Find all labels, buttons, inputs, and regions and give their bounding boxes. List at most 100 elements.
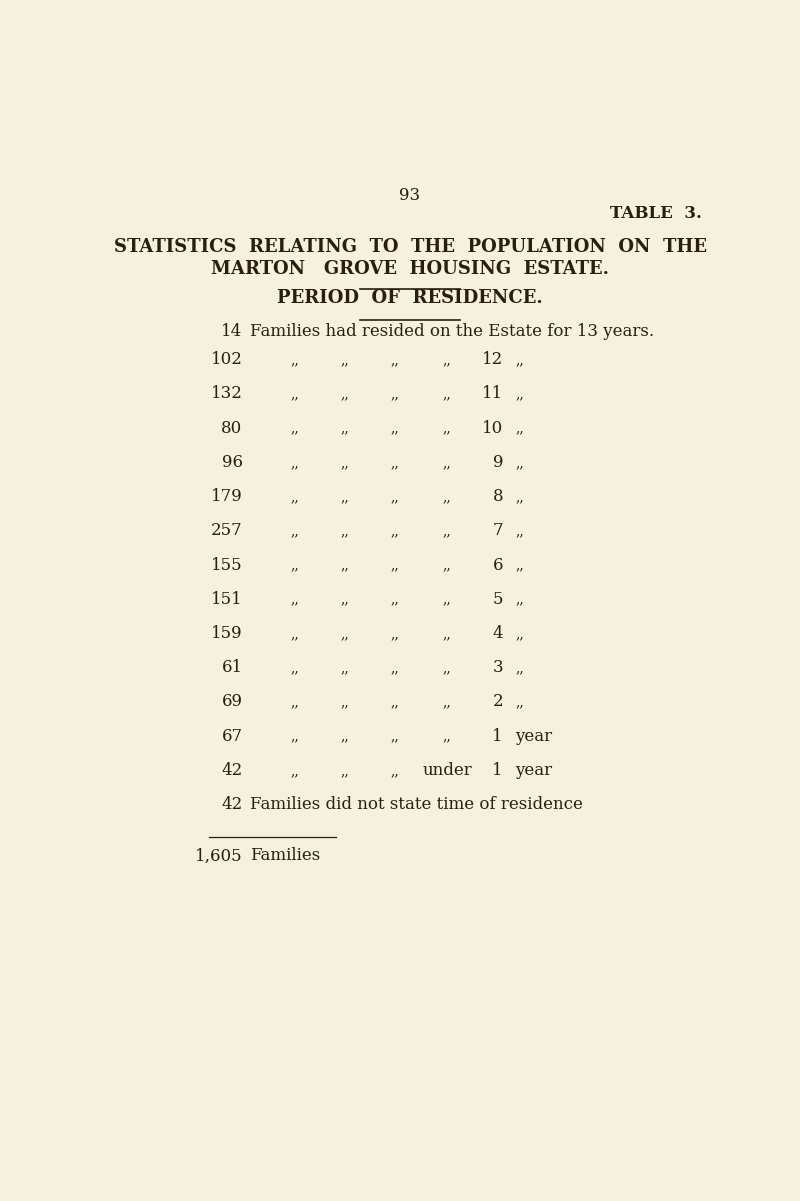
- Text: 61: 61: [222, 659, 242, 676]
- Text: 159: 159: [211, 625, 242, 643]
- Text: ,,: ,,: [291, 388, 300, 401]
- Text: 9: 9: [493, 454, 503, 471]
- Text: 151: 151: [211, 591, 242, 608]
- Text: ,,: ,,: [515, 593, 524, 607]
- Text: ,,: ,,: [390, 422, 399, 436]
- Text: 42: 42: [222, 796, 242, 813]
- Text: Families: Families: [250, 848, 320, 865]
- Text: ,,: ,,: [443, 456, 451, 470]
- Text: ,,: ,,: [341, 456, 350, 470]
- Text: ,,: ,,: [515, 695, 524, 710]
- Text: 1,605: 1,605: [195, 848, 242, 865]
- Text: 5: 5: [493, 591, 503, 608]
- Text: TABLE  3.: TABLE 3.: [610, 205, 702, 222]
- Text: 257: 257: [211, 522, 242, 539]
- Text: ,,: ,,: [291, 627, 300, 641]
- Text: ,,: ,,: [443, 525, 451, 538]
- Text: 6: 6: [493, 556, 503, 574]
- Text: ,,: ,,: [515, 558, 524, 573]
- Text: 11: 11: [482, 386, 503, 402]
- Text: ,,: ,,: [341, 662, 350, 675]
- Text: ,,: ,,: [341, 490, 350, 504]
- Text: ,,: ,,: [515, 353, 524, 368]
- Text: ,,: ,,: [341, 593, 350, 607]
- Text: ,,: ,,: [443, 695, 451, 710]
- Text: ,,: ,,: [443, 558, 451, 573]
- Text: ,,: ,,: [341, 525, 350, 538]
- Text: ,,: ,,: [291, 525, 300, 538]
- Text: 1: 1: [492, 728, 503, 745]
- Text: ,,: ,,: [291, 695, 300, 710]
- Text: ,,: ,,: [390, 729, 399, 743]
- Text: ,,: ,,: [291, 593, 300, 607]
- Text: ,,: ,,: [443, 388, 451, 401]
- Text: MARTON   GROVE  HOUSING  ESTATE.: MARTON GROVE HOUSING ESTATE.: [211, 259, 609, 277]
- Text: ,,: ,,: [390, 525, 399, 538]
- Text: ,,: ,,: [515, 662, 524, 675]
- Text: PERIOD  OF  RESIDENCE.: PERIOD OF RESIDENCE.: [277, 289, 543, 307]
- Text: ,,: ,,: [291, 353, 300, 368]
- Text: ,,: ,,: [443, 593, 451, 607]
- Text: year: year: [515, 761, 553, 778]
- Text: ,,: ,,: [390, 353, 399, 368]
- Text: ,,: ,,: [291, 456, 300, 470]
- Text: 4: 4: [492, 625, 503, 643]
- Text: 2: 2: [492, 693, 503, 710]
- Text: ,,: ,,: [291, 490, 300, 504]
- Text: ,,: ,,: [341, 764, 350, 778]
- Text: under: under: [422, 761, 472, 778]
- Text: ,,: ,,: [515, 422, 524, 436]
- Text: ,,: ,,: [443, 627, 451, 641]
- Text: 93: 93: [399, 186, 421, 204]
- Text: ,,: ,,: [291, 422, 300, 436]
- Text: 155: 155: [211, 556, 242, 574]
- Text: ,,: ,,: [341, 627, 350, 641]
- Text: ,,: ,,: [443, 490, 451, 504]
- Text: ,,: ,,: [390, 627, 399, 641]
- Text: ,,: ,,: [443, 662, 451, 675]
- Text: 96: 96: [222, 454, 242, 471]
- Text: ,,: ,,: [390, 695, 399, 710]
- Text: ,,: ,,: [291, 764, 300, 778]
- Text: 3: 3: [492, 659, 503, 676]
- Text: ,,: ,,: [390, 388, 399, 401]
- Text: ,,: ,,: [341, 695, 350, 710]
- Text: ,,: ,,: [341, 388, 350, 401]
- Text: ,,: ,,: [515, 388, 524, 401]
- Text: ,,: ,,: [341, 558, 350, 573]
- Text: ,,: ,,: [390, 490, 399, 504]
- Text: ,,: ,,: [443, 729, 451, 743]
- Text: ,,: ,,: [291, 558, 300, 573]
- Text: 179: 179: [211, 488, 242, 506]
- Text: Families did not state time of residence: Families did not state time of residence: [250, 796, 583, 813]
- Text: 12: 12: [482, 351, 503, 369]
- Text: ,,: ,,: [341, 729, 350, 743]
- Text: 1: 1: [492, 761, 503, 778]
- Text: ,,: ,,: [515, 490, 524, 504]
- Text: STATISTICS  RELATING  TO  THE  POPULATION  ON  THE: STATISTICS RELATING TO THE POPULATION ON…: [114, 238, 706, 256]
- Text: 67: 67: [222, 728, 242, 745]
- Text: ,,: ,,: [390, 764, 399, 778]
- Text: ,,: ,,: [515, 456, 524, 470]
- Text: ,,: ,,: [291, 729, 300, 743]
- Text: Families had resided on the Estate for 13 years.: Families had resided on the Estate for 1…: [250, 323, 654, 340]
- Text: ,,: ,,: [341, 422, 350, 436]
- Text: ,,: ,,: [390, 558, 399, 573]
- Text: ,,: ,,: [515, 525, 524, 538]
- Text: ,,: ,,: [390, 593, 399, 607]
- Text: ,,: ,,: [443, 353, 451, 368]
- Text: ,,: ,,: [515, 627, 524, 641]
- Text: ,,: ,,: [390, 662, 399, 675]
- Text: 42: 42: [222, 761, 242, 778]
- Text: ,,: ,,: [390, 456, 399, 470]
- Text: 69: 69: [222, 693, 242, 710]
- Text: ,,: ,,: [443, 422, 451, 436]
- Text: 8: 8: [492, 488, 503, 506]
- Text: ,,: ,,: [341, 353, 350, 368]
- Text: 132: 132: [210, 386, 242, 402]
- Text: 80: 80: [222, 419, 242, 437]
- Text: 10: 10: [482, 419, 503, 437]
- Text: 102: 102: [210, 351, 242, 369]
- Text: 7: 7: [492, 522, 503, 539]
- Text: year: year: [515, 728, 553, 745]
